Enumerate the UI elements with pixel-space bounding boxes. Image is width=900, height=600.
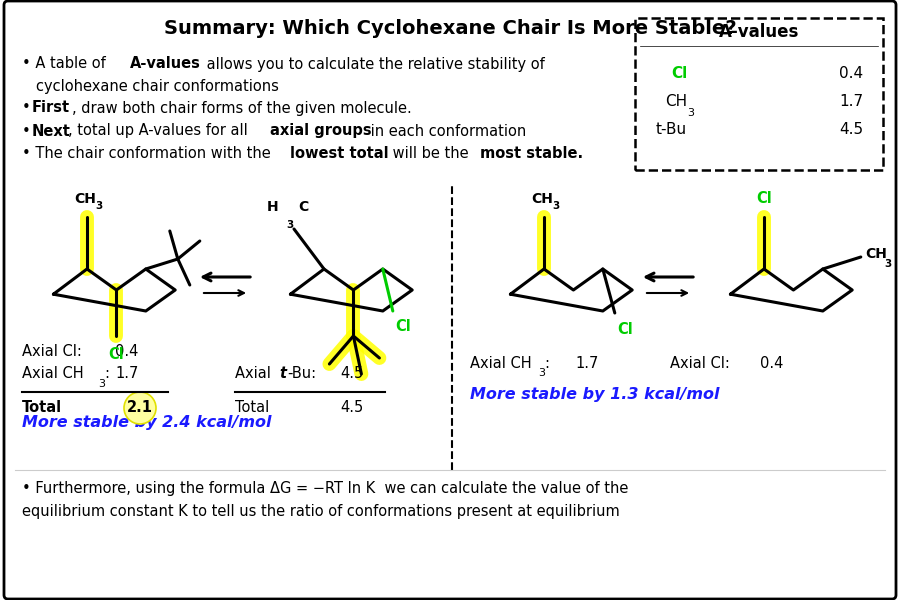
Text: • The chair conformation with the: • The chair conformation with the	[22, 146, 275, 161]
Text: 3: 3	[552, 201, 559, 211]
Text: :: :	[544, 355, 549, 370]
Text: will be the: will be the	[388, 146, 473, 161]
Text: :: :	[104, 367, 109, 382]
Text: in each conformation: in each conformation	[366, 124, 526, 139]
Text: 3: 3	[98, 379, 105, 389]
Text: 4.5: 4.5	[340, 401, 364, 415]
Text: H: H	[266, 200, 278, 214]
Text: 2.1: 2.1	[127, 401, 153, 415]
Text: Total: Total	[22, 401, 62, 415]
Text: CH: CH	[665, 94, 687, 109]
Text: 4.5: 4.5	[839, 121, 863, 136]
Text: Axial Cl:: Axial Cl:	[670, 355, 730, 370]
Text: CH: CH	[865, 247, 886, 261]
Text: First: First	[32, 100, 70, 115]
Text: •: •	[22, 124, 35, 139]
Text: A-values: A-values	[130, 56, 201, 71]
Text: 1.7: 1.7	[115, 367, 139, 382]
Text: Next: Next	[32, 124, 71, 139]
Text: •: •	[22, 100, 35, 115]
Text: 3: 3	[687, 108, 694, 118]
Text: 0.4: 0.4	[760, 355, 783, 370]
Text: 0.4: 0.4	[115, 344, 139, 359]
Text: Axial: Axial	[235, 367, 275, 382]
Text: Cl: Cl	[109, 347, 124, 362]
Text: lowest total: lowest total	[290, 146, 389, 161]
Text: t-Bu: t-Bu	[656, 121, 687, 136]
Text: Axial CH: Axial CH	[22, 367, 84, 382]
Text: , total up A-values for all: , total up A-values for all	[68, 124, 252, 139]
Text: C: C	[298, 200, 308, 214]
FancyBboxPatch shape	[4, 1, 896, 599]
Text: Cl: Cl	[616, 322, 633, 337]
Text: CH: CH	[531, 192, 553, 206]
Text: More stable by 2.4 kcal/mol: More stable by 2.4 kcal/mol	[22, 415, 272, 430]
Text: , draw both chair forms of the given molecule.: , draw both chair forms of the given mol…	[72, 100, 412, 115]
Text: 4.5: 4.5	[340, 367, 364, 382]
Text: 3: 3	[286, 220, 293, 230]
Text: 3: 3	[538, 368, 545, 378]
Text: 3: 3	[885, 259, 892, 269]
Text: 1.7: 1.7	[575, 355, 598, 370]
Text: t: t	[279, 367, 286, 382]
Text: Cl: Cl	[395, 319, 410, 334]
Text: Axial CH: Axial CH	[470, 355, 532, 370]
Circle shape	[124, 392, 156, 424]
FancyBboxPatch shape	[635, 18, 883, 170]
Text: Cl: Cl	[670, 65, 687, 80]
Text: axial groups: axial groups	[270, 124, 372, 139]
Text: A-values: A-values	[719, 23, 799, 41]
Text: 1.7: 1.7	[839, 94, 863, 109]
Text: allows you to calculate the relative stability of: allows you to calculate the relative sta…	[202, 56, 544, 71]
Text: • Furthermore, using the formula ΔG = −RT ln K  we can calculate the value of th: • Furthermore, using the formula ΔG = −R…	[22, 481, 628, 519]
Text: -Bu:: -Bu:	[287, 367, 316, 382]
Text: Cl: Cl	[756, 191, 772, 206]
Text: CH: CH	[74, 192, 96, 206]
Text: Axial Cl:: Axial Cl:	[22, 344, 82, 359]
Text: cyclohexane chair conformations: cyclohexane chair conformations	[36, 79, 279, 94]
Text: 0.4: 0.4	[839, 65, 863, 80]
Text: More stable by 1.3 kcal/mol: More stable by 1.3 kcal/mol	[470, 388, 719, 403]
Text: most stable.: most stable.	[480, 146, 583, 161]
Text: • A table of: • A table of	[22, 56, 111, 71]
Text: Summary: Which Cyclohexane Chair Is More Stable?: Summary: Which Cyclohexane Chair Is More…	[164, 19, 736, 37]
Text: Total: Total	[235, 401, 269, 415]
Text: 3: 3	[95, 201, 103, 211]
